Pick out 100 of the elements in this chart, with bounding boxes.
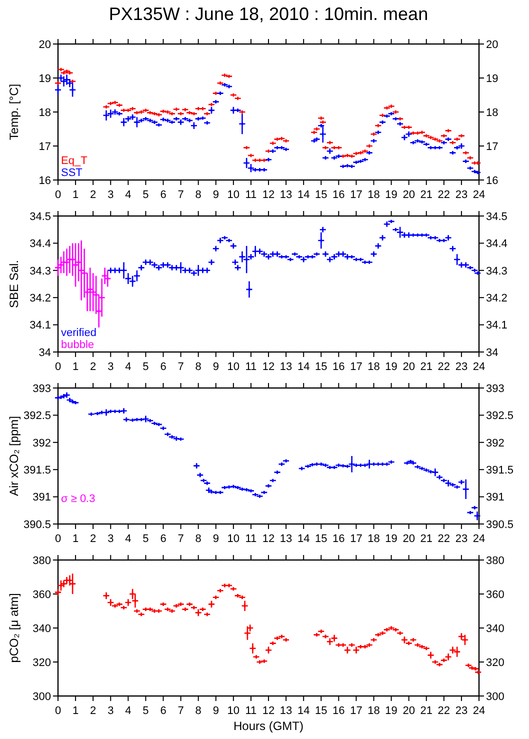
- x-tick-label: 14: [297, 533, 310, 545]
- x-tick-label: 6: [160, 705, 166, 717]
- x-tick-label: 18: [368, 361, 380, 373]
- y-tick-label: 34: [38, 346, 51, 359]
- x-tick-label: 18: [368, 189, 380, 201]
- x-tick-label: 19: [385, 189, 398, 201]
- x-tick-label: 18: [368, 705, 380, 717]
- x-tick-label: 0: [54, 533, 62, 545]
- y-tick-label: 380: [32, 554, 51, 567]
- y2-tick-label: 17: [486, 140, 498, 153]
- x-tick-label: 12: [262, 533, 275, 545]
- x-tick-label: 15: [315, 189, 328, 201]
- x-tick-label: 14: [297, 361, 310, 373]
- x-tick-label: 7: [178, 361, 184, 373]
- x-tick-label: 14: [297, 705, 310, 717]
- y-tick-label: 19: [38, 72, 51, 85]
- x-tick-label: 19: [385, 705, 398, 717]
- x-tick-label: 24: [472, 189, 486, 201]
- y-axis-title: Temp. [°C]: [7, 84, 21, 140]
- x-tick-label: 4: [125, 189, 132, 201]
- y-tick-label: 393: [32, 382, 51, 395]
- x-tick-label: 5: [142, 705, 149, 717]
- x-tick-label: 0: [54, 361, 62, 373]
- y-tick-label: 391.5: [23, 464, 51, 476]
- x-tick-label: 6: [160, 189, 166, 201]
- y2-tick-label: 340: [486, 622, 504, 635]
- x-tick-label: 8: [195, 189, 202, 201]
- y-axis-title: SBE Sal.: [7, 260, 21, 308]
- x-tick-label: 21: [420, 705, 432, 717]
- x-tick-label: 17: [350, 705, 362, 717]
- x-tick-label: 3: [108, 705, 114, 717]
- y-tick-label: 300: [32, 690, 51, 703]
- x-tick-label: 3: [108, 189, 114, 201]
- y2-tick-label: 20: [486, 38, 498, 51]
- x-tick-label: 13: [280, 705, 292, 717]
- x-tick-label: 21: [420, 189, 432, 201]
- x-tick-label: 2: [90, 705, 96, 717]
- x-tick-label: 22: [438, 361, 450, 373]
- y2-tick-label: 34.4: [486, 238, 508, 250]
- x-tick-label: 12: [262, 361, 275, 373]
- x-tick-label: 15: [315, 705, 328, 717]
- x-tick-label: 17: [350, 361, 362, 373]
- x-tick-label: 12: [262, 189, 275, 201]
- y-tick-label: 34.3: [30, 265, 51, 278]
- y-tick-label: 340: [32, 622, 51, 635]
- y-axis-title: Air xCO₂ [ppm]: [7, 416, 21, 496]
- x-tick-label: 20: [402, 361, 415, 373]
- x-tick-label: 5: [142, 361, 149, 373]
- text: SST: [61, 167, 83, 179]
- annotation: σ ≥ 0.3: [61, 493, 96, 505]
- y-tick-label: 17: [38, 140, 51, 153]
- x-tick-label: 9: [212, 705, 219, 717]
- x-tick-label: 3: [108, 361, 114, 373]
- x-tick-label: 24: [472, 705, 486, 717]
- x-tick-label: 2: [90, 189, 96, 201]
- y2-tick-label: 391: [486, 492, 504, 504]
- y2-tick-label: 34.5: [486, 210, 508, 223]
- y-tick-label: 390.5: [23, 518, 51, 531]
- x-tick-label: 13: [280, 533, 292, 545]
- y2-tick-label: 392: [486, 437, 504, 450]
- x-tick-label: 3: [108, 533, 114, 545]
- x-tick-label: 12: [262, 705, 275, 717]
- y-tick-label: 392: [32, 437, 51, 450]
- x-tick-label: 16: [332, 361, 345, 373]
- x-tick-label: 10: [227, 705, 240, 717]
- x-tick-label: 10: [227, 533, 240, 545]
- y2-tick-label: 360: [486, 588, 504, 601]
- y-tick-label: 320: [32, 656, 51, 669]
- y-tick-label: 34.4: [30, 238, 51, 250]
- x-tick-label: 23: [455, 705, 468, 717]
- x-tick-label: 0: [54, 189, 62, 201]
- x-tick-label: 1: [72, 189, 79, 201]
- x-tick-label: 7: [178, 189, 184, 201]
- x-tick-label: 4: [125, 705, 132, 717]
- x-tick-label: 11: [245, 533, 257, 545]
- x-tick-label: 23: [455, 189, 468, 201]
- x-tick-label: 21: [420, 533, 432, 545]
- y-tick-label: 34.1: [30, 320, 51, 332]
- x-tick-label: 4: [125, 533, 132, 545]
- x-tick-label: 17: [350, 533, 362, 545]
- x-tick-label: 4: [125, 361, 132, 373]
- x-tick-label: 16: [332, 705, 345, 717]
- y2-tick-label: 34.2: [486, 292, 508, 304]
- x-tick-label: 10: [227, 189, 240, 201]
- x-tick-label: 22: [438, 189, 450, 201]
- y2-tick-label: 390.5: [486, 518, 514, 531]
- text: bubble: [61, 339, 94, 351]
- x-tick-label: 21: [420, 361, 432, 373]
- y-tick-label: 16: [38, 174, 51, 187]
- x-tick-label: 14: [297, 189, 310, 201]
- y2-tick-label: 19: [486, 72, 498, 85]
- x-tick-label: 23: [455, 533, 468, 545]
- x-tick-label: 8: [195, 705, 202, 717]
- x-tick-label: 1: [72, 533, 79, 545]
- x-tick-label: 5: [142, 189, 149, 201]
- y-tick-label: 20: [38, 38, 51, 51]
- x-tick-label: 24: [472, 533, 486, 545]
- x-tick-label: 8: [195, 361, 202, 373]
- y-tick-label: 360: [32, 588, 51, 601]
- x-tick-label: 11: [245, 189, 257, 201]
